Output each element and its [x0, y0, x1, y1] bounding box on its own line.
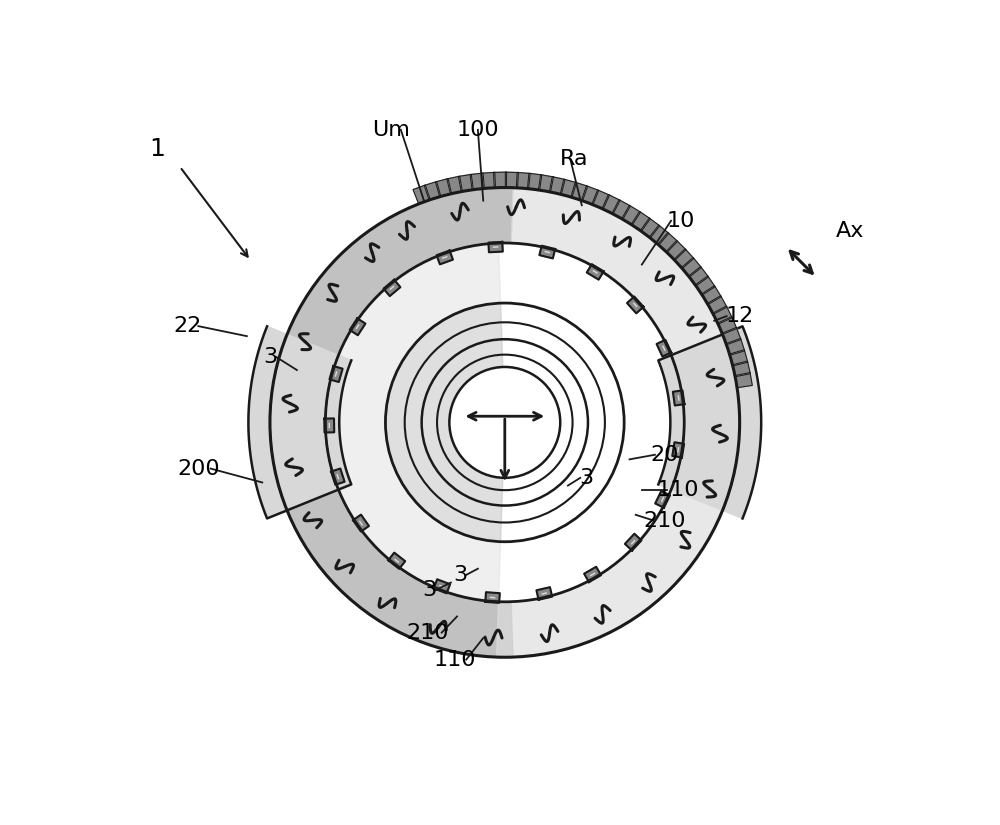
Text: 210: 210	[407, 623, 449, 643]
Polygon shape	[732, 361, 750, 377]
Polygon shape	[353, 515, 369, 531]
Polygon shape	[488, 242, 503, 252]
Polygon shape	[658, 233, 678, 252]
Polygon shape	[549, 177, 565, 195]
Polygon shape	[726, 338, 745, 356]
Polygon shape	[350, 318, 365, 335]
Text: 3: 3	[263, 347, 277, 367]
Text: 20: 20	[651, 445, 679, 464]
Polygon shape	[270, 187, 740, 658]
Text: 110: 110	[434, 649, 476, 670]
Polygon shape	[584, 567, 601, 582]
Polygon shape	[435, 179, 452, 196]
Polygon shape	[325, 243, 684, 601]
Polygon shape	[485, 592, 500, 603]
Circle shape	[385, 303, 624, 542]
Polygon shape	[560, 179, 576, 197]
Polygon shape	[470, 173, 484, 190]
Polygon shape	[612, 200, 630, 219]
Polygon shape	[329, 366, 343, 382]
Polygon shape	[672, 442, 684, 458]
Polygon shape	[434, 579, 450, 593]
Polygon shape	[384, 280, 400, 296]
Polygon shape	[385, 303, 503, 542]
Polygon shape	[270, 187, 513, 658]
Polygon shape	[674, 249, 694, 268]
Polygon shape	[536, 587, 552, 600]
Polygon shape	[538, 175, 554, 192]
Polygon shape	[640, 218, 660, 238]
Polygon shape	[649, 225, 669, 245]
Text: 100: 100	[457, 120, 499, 139]
Polygon shape	[735, 373, 752, 388]
Polygon shape	[527, 173, 542, 190]
Text: 110: 110	[657, 480, 699, 500]
Polygon shape	[325, 243, 501, 601]
Text: Ra: Ra	[560, 149, 588, 169]
Polygon shape	[413, 185, 430, 204]
Circle shape	[449, 367, 560, 478]
Polygon shape	[248, 327, 351, 518]
Polygon shape	[447, 177, 462, 194]
Polygon shape	[655, 491, 670, 507]
Polygon shape	[458, 174, 473, 191]
Text: 3: 3	[453, 565, 467, 585]
Polygon shape	[730, 350, 748, 366]
Polygon shape	[331, 469, 345, 485]
Polygon shape	[587, 264, 604, 280]
Polygon shape	[713, 306, 732, 324]
Polygon shape	[657, 340, 671, 356]
Text: 12: 12	[726, 306, 754, 326]
Polygon shape	[666, 240, 686, 261]
Polygon shape	[437, 251, 453, 264]
Polygon shape	[722, 328, 741, 345]
Polygon shape	[539, 246, 555, 258]
Polygon shape	[695, 276, 715, 295]
Text: Ax: Ax	[836, 221, 864, 242]
Polygon shape	[324, 418, 334, 432]
Polygon shape	[482, 172, 495, 189]
Polygon shape	[701, 285, 721, 304]
Text: Um: Um	[372, 120, 410, 139]
Polygon shape	[707, 295, 727, 314]
Polygon shape	[673, 390, 684, 406]
Polygon shape	[388, 553, 405, 568]
Polygon shape	[581, 186, 599, 205]
Text: 210: 210	[644, 511, 686, 531]
Polygon shape	[622, 205, 641, 225]
Polygon shape	[658, 327, 761, 518]
Text: 3: 3	[579, 468, 593, 488]
Text: 200: 200	[177, 459, 220, 478]
Polygon shape	[631, 211, 650, 231]
Polygon shape	[494, 172, 507, 188]
Text: 1: 1	[149, 137, 165, 161]
Polygon shape	[571, 182, 588, 200]
Polygon shape	[681, 257, 701, 277]
Polygon shape	[627, 296, 644, 314]
Text: 3: 3	[422, 580, 436, 601]
Polygon shape	[602, 195, 620, 214]
Polygon shape	[505, 172, 518, 188]
Polygon shape	[497, 188, 740, 658]
Polygon shape	[625, 534, 641, 550]
Polygon shape	[689, 266, 708, 286]
Polygon shape	[424, 182, 441, 200]
Polygon shape	[516, 172, 530, 189]
Text: 10: 10	[666, 210, 695, 231]
Polygon shape	[592, 190, 610, 209]
Text: 22: 22	[173, 316, 202, 336]
Polygon shape	[718, 317, 737, 334]
